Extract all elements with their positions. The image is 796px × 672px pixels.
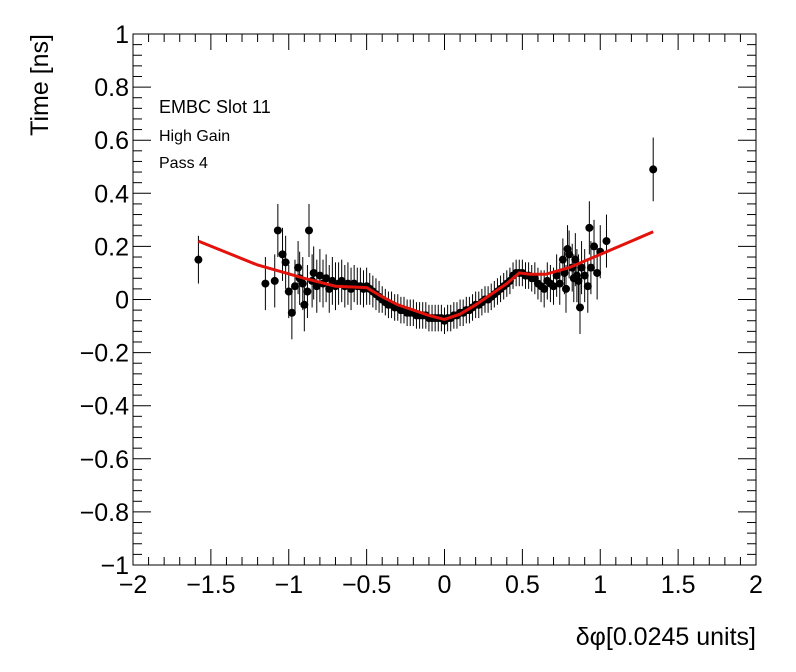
data-point (549, 282, 558, 291)
y-tick-label: 0.8 (94, 74, 129, 102)
data-point (273, 226, 282, 235)
data-point (315, 271, 324, 280)
y-tick-label: −0.2 (80, 340, 129, 368)
x-tick-label: −1 (274, 571, 303, 599)
data-point (577, 263, 586, 272)
data-point (540, 284, 549, 293)
x-tick-label: −2 (119, 571, 148, 599)
data-point (284, 287, 293, 296)
data-point (322, 274, 331, 283)
axis-tick-labels: −2 −1.5 −1 −0.5 0 0.5 1 1.5 2 −1 −0.8 −0.6 −0.4 −0.2 0… (80, 21, 763, 599)
data-point (300, 300, 309, 309)
data-point (270, 276, 279, 285)
y-tick-label: −0.4 (80, 393, 129, 421)
data-point (561, 284, 570, 293)
data-point (571, 255, 580, 264)
data-point (312, 282, 321, 291)
y-tick-label: 0.4 (94, 180, 129, 208)
y-tick-label: 1 (115, 21, 129, 49)
data-point (303, 287, 312, 296)
annotation-pass: Pass 4 (159, 155, 208, 172)
y-axis-title: Time [ns] (26, 34, 54, 136)
data-point (281, 258, 290, 267)
fit-curve (197, 230, 654, 321)
data-point (304, 226, 313, 235)
data-point (565, 250, 574, 259)
data-point (576, 303, 585, 312)
y-tick-label: 0 (115, 287, 129, 315)
data-point (287, 308, 296, 317)
data-point (555, 279, 564, 288)
x-tick-label: 1 (593, 571, 607, 599)
data-point (649, 165, 658, 174)
data-point (309, 268, 318, 277)
data-point (294, 263, 303, 272)
x-axis-title: δφ[0.0245 units] (576, 623, 756, 651)
data-point (325, 284, 334, 293)
data-point (585, 223, 594, 232)
x-tick-label: 1.5 (661, 571, 696, 599)
data-point (558, 255, 567, 264)
data-point (574, 276, 583, 285)
data-point (593, 268, 602, 277)
data-point (261, 279, 270, 288)
annotation-gain: High Gain (159, 128, 230, 145)
data-point (290, 282, 299, 291)
x-tick-label: 2 (749, 571, 763, 599)
y-tick-label: −0.8 (80, 499, 129, 527)
data-point (194, 255, 203, 264)
y-tick-label: 0.6 (94, 127, 129, 155)
data-point (580, 271, 589, 280)
x-tick-label: −1.5 (186, 571, 235, 599)
annotation-title: EMBC Slot 11 (159, 97, 271, 117)
data-point (590, 242, 599, 251)
data-point (552, 271, 561, 280)
y-tick-label: −1 (100, 552, 129, 580)
axis-ticks (132, 33, 757, 566)
data-point (583, 282, 592, 291)
x-tick-label: 0 (438, 571, 452, 599)
data-point (298, 279, 307, 288)
data-point (602, 237, 611, 246)
error-bars (197, 137, 654, 340)
y-tick-label: −0.6 (80, 446, 129, 474)
y-tick-label: 0.2 (94, 233, 129, 261)
data-point (278, 250, 287, 259)
x-tick-label: −0.5 (342, 571, 391, 599)
x-tick-label: 0.5 (505, 571, 540, 599)
data-point (586, 263, 595, 272)
